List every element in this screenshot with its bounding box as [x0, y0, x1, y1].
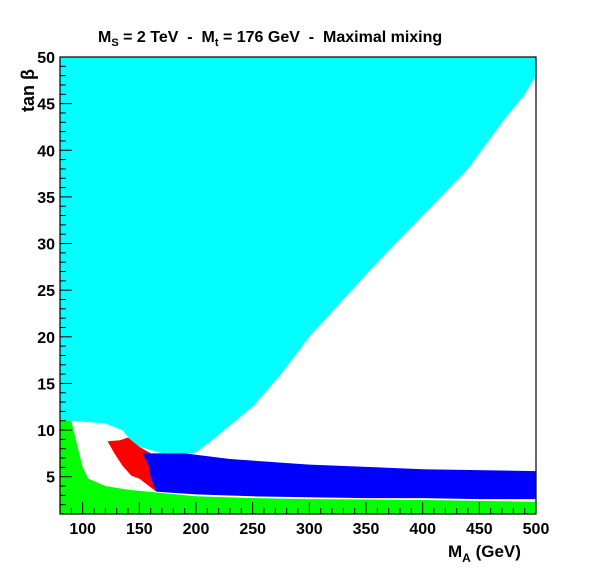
y-tick-label: 5 [46, 470, 55, 487]
y-tick-label: 30 [37, 237, 55, 254]
x-tick-label: 350 [353, 521, 380, 538]
x-tick-label: 100 [69, 521, 96, 538]
chart-title: MS = 2 TeV - Mt = 176 GeV - Maximal mixi… [98, 29, 442, 49]
title-ms-main: M [98, 29, 111, 46]
y-tick-label: 15 [37, 376, 55, 393]
x-tick-label: 250 [239, 521, 266, 538]
y-tick-label: 50 [37, 50, 55, 67]
y-tick-label: 25 [37, 283, 55, 300]
y-tick-label: 20 [37, 330, 55, 347]
xlabel-rest: (GeV) [471, 542, 521, 561]
y-tick-label: 35 [37, 190, 55, 207]
title-mt-rest: = 176 GeV - Maximal mixing [219, 29, 443, 46]
x-axis-label: MA (GeV) [448, 542, 521, 565]
x-tick-label: 150 [126, 521, 153, 538]
y-tick-label: 40 [37, 143, 55, 160]
x-tick-label: 200 [183, 521, 210, 538]
chart-regions [60, 57, 536, 514]
x-tick-label: 400 [409, 521, 436, 538]
title-ms-rest: = 2 TeV - [119, 29, 202, 46]
title-ms-sub: S [111, 37, 118, 49]
x-axis-ticks: 100 150 200 250 300 350 400 450 500 [59, 502, 550, 538]
region-cyan [60, 57, 536, 455]
x-tick-label: 300 [296, 521, 323, 538]
title-mt-sub: t [215, 37, 219, 49]
region-green [60, 420, 536, 514]
x-tick-label: 450 [466, 521, 493, 538]
region-blue [142, 453, 536, 500]
region-red [107, 437, 157, 492]
xlabel-sub: A [462, 551, 471, 565]
y-axis-ticks: 5 10 15 20 25 30 35 40 45 50 [37, 50, 72, 515]
x-tick-label: 500 [523, 521, 550, 538]
xlabel-main: M [448, 542, 462, 561]
y-tick-label: 45 [37, 97, 55, 114]
title-mt-main: M [202, 29, 215, 46]
y-tick-label: 10 [37, 423, 55, 440]
y-axis-label: tan β [18, 69, 38, 112]
